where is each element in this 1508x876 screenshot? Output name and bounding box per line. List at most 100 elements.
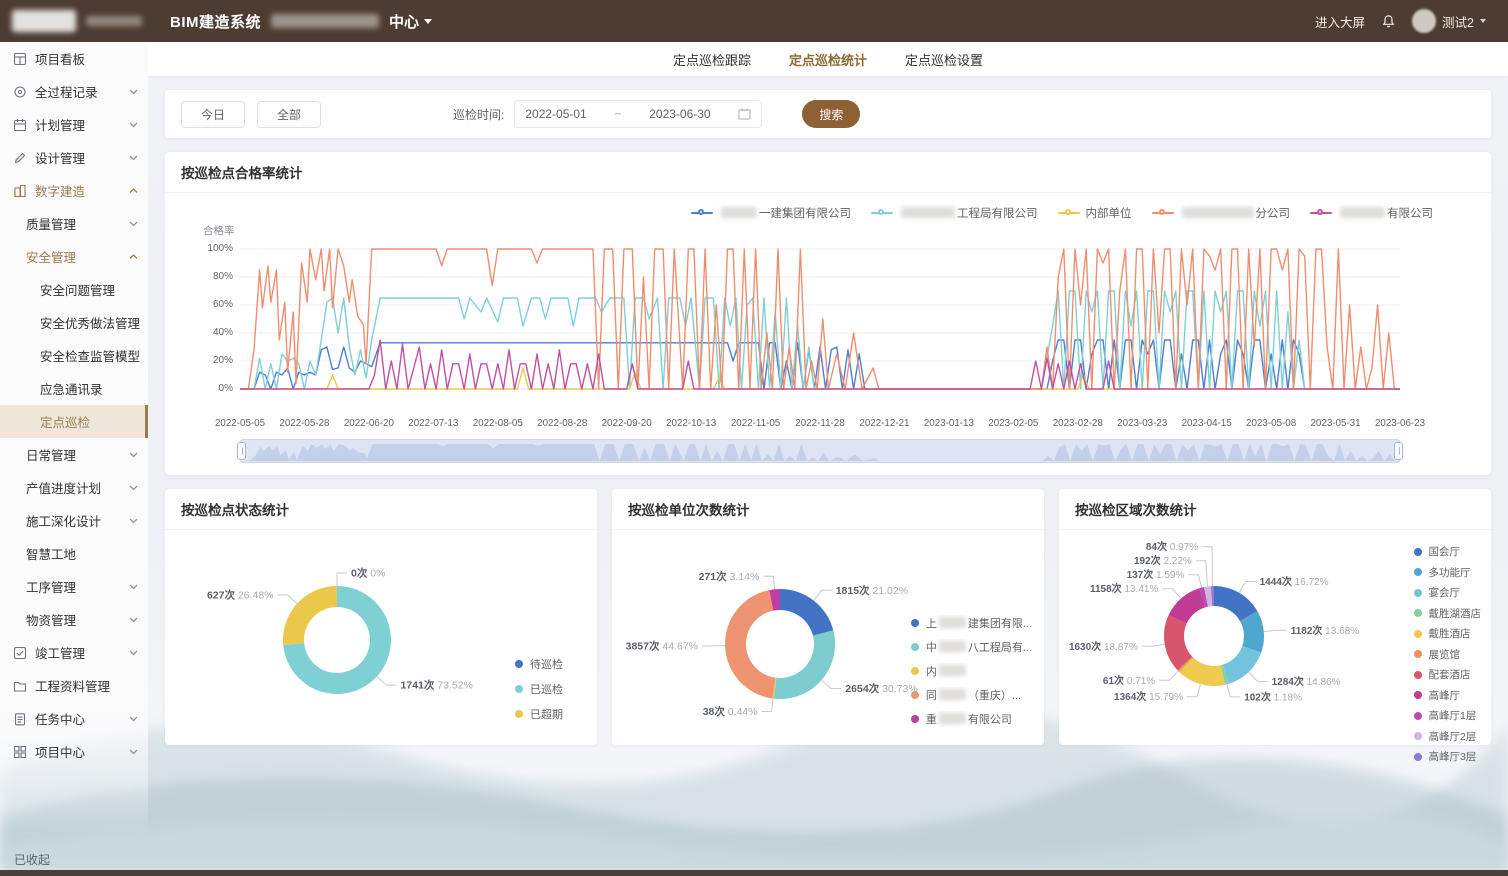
data-zoom-selection[interactable] [241,440,1399,462]
legend-item-lake-hotel[interactable]: 戴胜湖酒店 [1414,606,1482,621]
legend-item-internal-unit[interactable]: 内部单位 [1058,205,1132,221]
date-end-value[interactable]: 2023-06-30 [649,107,710,121]
line-chart-legend: 一建集团有限公司 工程局有限公司 内部单位 分公司 有限公司 [165,193,1491,223]
label-text: 戴胜酒店 [1429,628,1471,640]
sidebar-item-plan-mgmt[interactable]: 计划管理 [0,108,148,141]
chevron-down-icon [129,584,138,590]
legend-item-unit-company-1[interactable]: 上建集团有限... [911,615,1032,631]
enter-big-screen-link[interactable]: 进入大屏 [1315,12,1365,31]
sidebar-item-emergency-contacts[interactable]: 应急通讯录 [0,372,148,405]
legend-dot [1414,753,1422,761]
donut-card-title-row: 按巡检点状态统计 [165,489,597,530]
sidebar-item-digital-construction[interactable]: 数字建造 [0,174,148,207]
slice-label-summit-hall: 1158次 13.41% [1090,582,1159,595]
sidebar-item-safety-inspection-model[interactable]: 安全检查监管模型 [0,339,148,372]
legend-item-summit-hall-f2[interactable]: 高峰厅2层 [1414,729,1482,744]
sidebar-item-process-records[interactable]: 全过程记录 [0,75,148,108]
sidebar-item-task-center[interactable]: 任务中心 [0,702,148,735]
date-start-value[interactable]: 2022-05-01 [525,107,586,121]
sidebar-item-smart-site[interactable]: 智慧工地 [0,537,148,570]
label-leader-line [1162,589,1181,599]
notification-bell-icon[interactable] [1381,14,1396,29]
date-range-picker[interactable]: 2022-05-01 ~ 2023-06-30 [514,100,762,128]
sidebar-item-quality-mgmt[interactable]: 质量管理 [0,207,148,240]
redacted-logo [12,10,76,32]
legend-item-daisheng-hotel[interactable]: 戴胜酒店 [1414,626,1482,641]
legend-item-unit-company-2[interactable]: 中八工程局有... [911,639,1032,655]
legend-item-support-hotel[interactable]: 配套酒店 [1414,667,1482,682]
legend-item-company-1[interactable]: 一建集团有限公司 [691,205,851,221]
y-tick-label: 40% [173,327,233,338]
legend-item-unit-company-4[interactable]: 同（重庆）... [911,687,1032,703]
legend-label: 高峰厅1层 [1429,708,1477,723]
sidebar-item-project-board[interactable]: 项目看板 [0,42,148,75]
legend-item-summit-hall[interactable]: 高峰厅 [1414,688,1482,703]
sidebar-item-project-document-mgmt[interactable]: 工程资料管理 [0,669,148,702]
legend-item-multi-func-hall[interactable]: 多功能厅 [1414,565,1482,580]
quick-filter-today-button[interactable]: 今日 [181,101,245,128]
slice-label-state-hall: 1444次 16.72% [1260,575,1329,588]
chevron-down-icon [129,221,138,227]
slice-label-summit-hall-f3: 84次 0.97% [1146,540,1198,553]
legend-item-overdue[interactable]: 已超期 [515,706,563,722]
sidebar-item-fixed-point-inspection[interactable]: 定点巡检 [0,405,148,438]
slice-label-unit-company-5: 271次 3.14% [699,570,760,583]
donut-legend-inspections-by-unit: 上建集团有限... 中八工程局有... 内同（重庆）... 重有限公司 [911,615,1032,735]
legend-item-banquet-hall[interactable]: 宴会厅 [1414,585,1482,600]
legend-item-state-hall[interactable]: 国会厅 [1414,544,1482,559]
sidebar-item-design-mgmt[interactable]: 设计管理 [0,141,148,174]
sidebar-item-safety-issue-mgmt[interactable]: 安全问题管理 [0,273,148,306]
search-button[interactable]: 搜索 [802,100,860,128]
label-leader-line [1249,672,1268,681]
y-tick-label: 60% [173,299,233,310]
x-tick-label: 2023-01-13 [912,418,986,429]
legend-item-summit-hall-f3[interactable]: 高峰厅3层 [1414,749,1482,764]
legend-item-company-2[interactable]: 工程局有限公司 [871,205,1038,221]
project-switcher[interactable]: 中心 [389,11,432,32]
donut-card-inspections-by-unit: 按巡检单位次数统计 1815次 21.02%2654次 30.73%38次 0.4… [612,489,1044,745]
quick-filter-all-button[interactable]: 全部 [257,101,321,128]
y-tick-label: 0% [173,383,233,394]
donut-card-title: 按巡检单位次数统计 [628,503,750,518]
sidebar-item-safety-mgmt[interactable]: 安全管理 [0,240,148,273]
sidebar-item-label: 安全管理 [26,247,129,266]
legend-item-unit-company-3[interactable]: 内 [911,663,1032,679]
sidebar-item-project-center[interactable]: 项目中心 [0,735,148,768]
legend-item-summit-hall-f1[interactable]: 高峰厅1层 [1414,708,1482,723]
donut-chart-inspections-by-unit: 1815次 21.02%2654次 30.73%38次 0.44%3857次 4… [612,530,1044,745]
sidebar-item-completion-mgmt[interactable]: 竣工管理 [0,636,148,669]
legend-item-company-4[interactable]: 分公司 [1152,205,1291,221]
donut-slice-overdue[interactable] [283,586,337,645]
legend-item-exhibition-hall[interactable]: 展览馆 [1414,647,1482,662]
tab-statistics[interactable]: 定点巡检统计 [787,50,869,69]
donut-slice-banquet-hall[interactable] [1223,646,1261,684]
legend-item-inspected[interactable]: 已巡检 [515,681,563,697]
legend-item-company-5[interactable]: 有限公司 [1310,205,1433,221]
tab-settings[interactable]: 定点巡检设置 [903,50,985,69]
tab-tracking[interactable]: 定点巡检跟踪 [671,50,753,69]
legend-label: 国会厅 [1429,544,1461,559]
sidebar-item-construction-detail-design[interactable]: 施工深化设计 [0,504,148,537]
donut-slice-unit-company-1[interactable] [780,589,833,636]
legend-item-unit-company-5[interactable]: 重有限公司 [911,711,1032,727]
slice-label-unit-company-1: 1815次 21.02% [836,584,908,597]
legend-item-pending[interactable]: 待巡检 [515,656,563,672]
project-suffix-label: 中心 [389,11,419,32]
label-leader-line [337,573,347,586]
donut-slice-unit-company-2[interactable] [774,630,835,699]
sidebar-item-safety-best-practice[interactable]: 安全优秀做法管理 [0,306,148,339]
sidebar-item-output-progress-plan[interactable]: 产值进度计划 [0,471,148,504]
sidebar-collapse-toggle[interactable]: 已收起 [14,851,50,868]
sidebar-item-process-mgmt[interactable]: 工序管理 [0,570,148,603]
legend-circle [878,209,884,215]
data-zoom-slider[interactable] [240,439,1400,463]
user-menu[interactable]: 测试2 [1412,9,1486,33]
sidebar-item-material-mgmt[interactable]: 物资管理 [0,603,148,636]
redacted-text [939,689,966,700]
donut-slice-unit-company-4[interactable] [725,590,775,698]
data-zoom-left-handle[interactable] [237,442,246,460]
sidebar-item-label: 安全问题管理 [40,280,148,299]
data-zoom-right-handle[interactable] [1394,442,1403,460]
sidebar-item-daily-mgmt[interactable]: 日常管理 [0,438,148,471]
label-text: 高峰厅 [1429,690,1461,702]
